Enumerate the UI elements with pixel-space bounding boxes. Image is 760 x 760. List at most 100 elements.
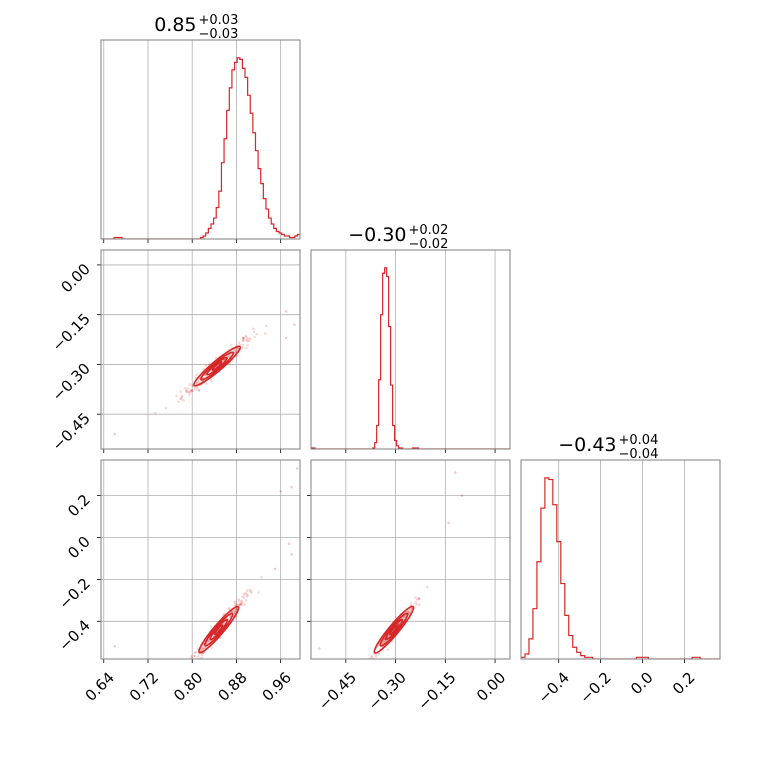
sample-point <box>245 338 248 342</box>
sample-point <box>374 655 378 658</box>
sample-point <box>233 600 236 604</box>
title-value: 0.85 <box>154 14 196 36</box>
sample-point <box>239 602 242 606</box>
sample-point <box>251 327 255 331</box>
sample-point <box>198 380 202 384</box>
sample-point <box>230 343 233 347</box>
sample-point <box>234 600 237 604</box>
density-contour <box>211 361 223 371</box>
title-lower-error: −0.04 <box>619 447 659 462</box>
sample-point <box>185 389 188 392</box>
sample-point <box>191 389 194 393</box>
sample-point <box>203 646 206 650</box>
histogram-step-line <box>521 477 720 659</box>
sample-point <box>207 639 210 643</box>
sample-point <box>248 588 252 591</box>
y-tick-label: −0.30 <box>49 360 94 405</box>
density-contour <box>379 612 409 647</box>
panel-content <box>311 267 510 449</box>
sample-point <box>188 391 191 394</box>
sample-point <box>414 601 417 604</box>
sample-point <box>417 597 421 601</box>
sample-point <box>194 388 197 391</box>
sample-point <box>200 653 204 657</box>
sample-point <box>196 386 199 390</box>
sample-point <box>190 665 193 668</box>
sample-point <box>189 388 193 392</box>
outlier-point <box>460 494 464 497</box>
y-tick-label: −0.4 <box>55 616 93 654</box>
sample-point <box>235 349 238 353</box>
sample-point <box>374 653 378 656</box>
sample-point <box>246 344 249 347</box>
panel-content <box>113 467 299 679</box>
sample-point <box>201 647 205 650</box>
sample-point <box>187 660 190 663</box>
sample-point <box>194 373 198 377</box>
sample-point <box>179 397 182 401</box>
sample-point <box>180 672 183 675</box>
sample-point <box>189 664 192 667</box>
sample-point <box>180 395 184 399</box>
sample-point <box>154 411 157 415</box>
sample-point <box>252 330 256 334</box>
x-tick-label: 0.2 <box>669 669 699 699</box>
sample-point <box>402 615 406 619</box>
outlier-point <box>279 490 282 493</box>
sample-point <box>190 389 194 392</box>
sample-point <box>199 663 202 666</box>
sample-point <box>189 663 192 666</box>
sample-point <box>197 388 201 392</box>
sample-point <box>210 379 213 383</box>
sample-point <box>180 394 184 398</box>
sample-point <box>232 609 236 612</box>
title-lower-error: −0.03 <box>199 27 239 42</box>
sample-point <box>406 610 409 614</box>
sample-point <box>196 655 199 658</box>
outlier-point <box>290 552 294 556</box>
sample-point <box>190 654 193 658</box>
axes-frame <box>520 459 721 660</box>
sample-point <box>179 397 183 401</box>
title-upper-error: +0.04 <box>619 433 659 448</box>
sample-point <box>246 594 249 597</box>
sample-point <box>241 601 244 605</box>
sample-point <box>190 656 193 659</box>
sample-point <box>236 347 240 351</box>
scatter-panel-2-1: −0.45 −0.30 −0.15 0.00 <box>307 459 511 714</box>
sample-point <box>406 610 410 613</box>
histogram-title: 0.85 +0.03−0.03 <box>154 13 238 42</box>
sample-point <box>415 603 418 606</box>
sample-point <box>237 597 240 601</box>
sample-point <box>233 609 237 613</box>
sample-point <box>178 676 181 679</box>
sample-point <box>245 595 249 598</box>
sample-point <box>397 622 401 625</box>
density-contour <box>209 618 229 641</box>
panel-content <box>101 57 300 239</box>
x-tick-label: 0.0 <box>627 669 657 699</box>
outlier-point <box>113 432 117 436</box>
title-upper-error: +0.03 <box>199 13 239 28</box>
sample-point <box>239 600 243 604</box>
sample-point <box>195 382 199 385</box>
sample-point <box>175 394 178 398</box>
density-contour <box>193 345 242 387</box>
outlier-point <box>284 310 288 313</box>
sample-point <box>263 332 267 335</box>
sample-point <box>362 665 365 668</box>
sample-point <box>242 336 246 340</box>
sample-point <box>164 406 168 410</box>
x-tick-label: 0.80 <box>170 669 206 705</box>
sample-point <box>193 651 196 654</box>
sample-point <box>233 349 237 352</box>
sample-point <box>231 359 235 363</box>
outlier-point <box>453 471 457 474</box>
histogram-step-line <box>311 267 510 449</box>
sample-point <box>209 625 213 628</box>
sample-point <box>253 335 256 339</box>
sample-point <box>179 390 182 394</box>
histogram-panel-2: −0.43 +0.04−0.04 −0.4 −0.2 0.0 0.2 <box>520 433 721 707</box>
sample-point <box>234 603 237 607</box>
